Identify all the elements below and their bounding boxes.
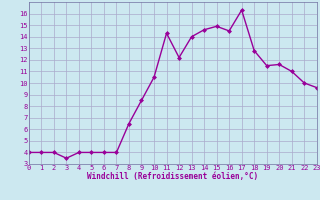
X-axis label: Windchill (Refroidissement éolien,°C): Windchill (Refroidissement éolien,°C) — [87, 172, 258, 181]
